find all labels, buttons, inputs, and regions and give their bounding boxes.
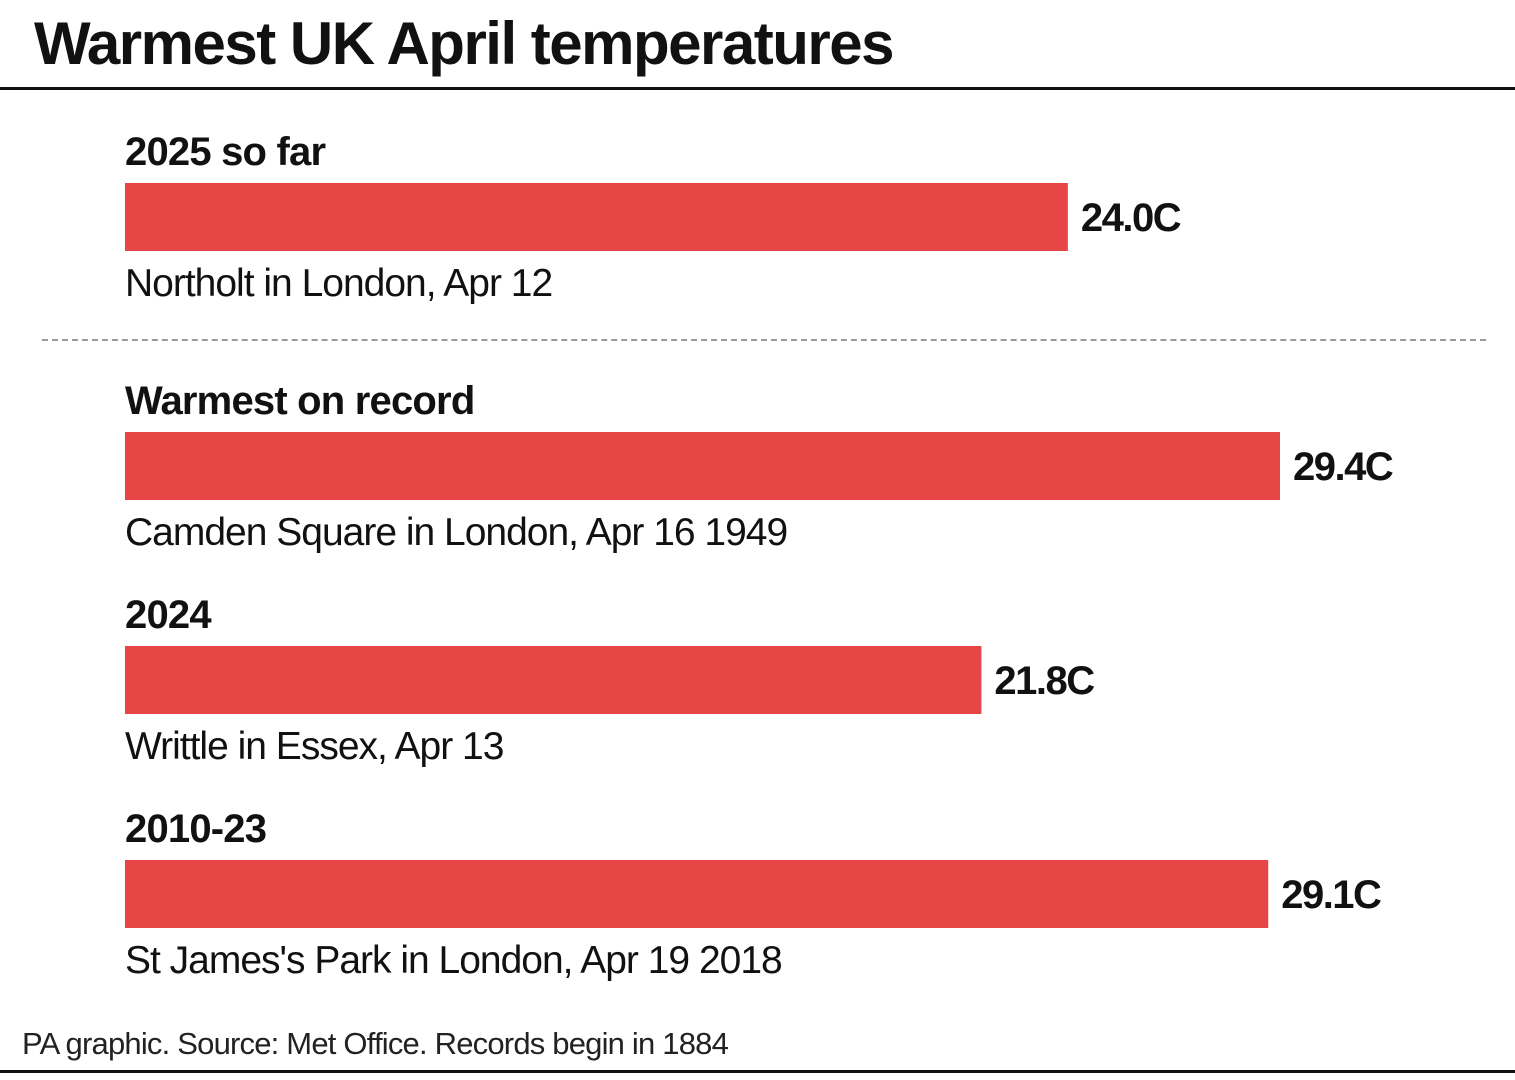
category-label: Warmest on record xyxy=(125,379,474,423)
value-label: 24.0C xyxy=(1081,196,1181,240)
chart-title: Warmest UK April temperatures xyxy=(34,10,894,77)
bar xyxy=(125,183,1068,251)
title-rule xyxy=(0,87,1515,90)
location-label: Northolt in London, Apr 12 xyxy=(125,262,552,305)
category-label: 2025 so far xyxy=(125,130,325,174)
category-label: 2010-23 xyxy=(125,807,266,851)
location-label: Writtle in Essex, Apr 13 xyxy=(125,725,503,768)
footer-rule xyxy=(0,1070,1515,1073)
source-note: PA graphic. Source: Met Office. Records … xyxy=(22,1026,729,1061)
category-label: 2024 xyxy=(125,593,212,637)
section-divider xyxy=(42,339,1486,341)
value-label: 21.8C xyxy=(994,659,1094,703)
value-label: 29.4C xyxy=(1293,445,1393,489)
location-label: Camden Square in London, Apr 16 1949 xyxy=(125,511,787,554)
location-label: St James's Park in London, Apr 19 2018 xyxy=(125,939,782,982)
bar xyxy=(125,860,1269,928)
bar xyxy=(125,432,1280,500)
bar xyxy=(125,646,982,714)
value-label: 29.1C xyxy=(1281,873,1381,917)
